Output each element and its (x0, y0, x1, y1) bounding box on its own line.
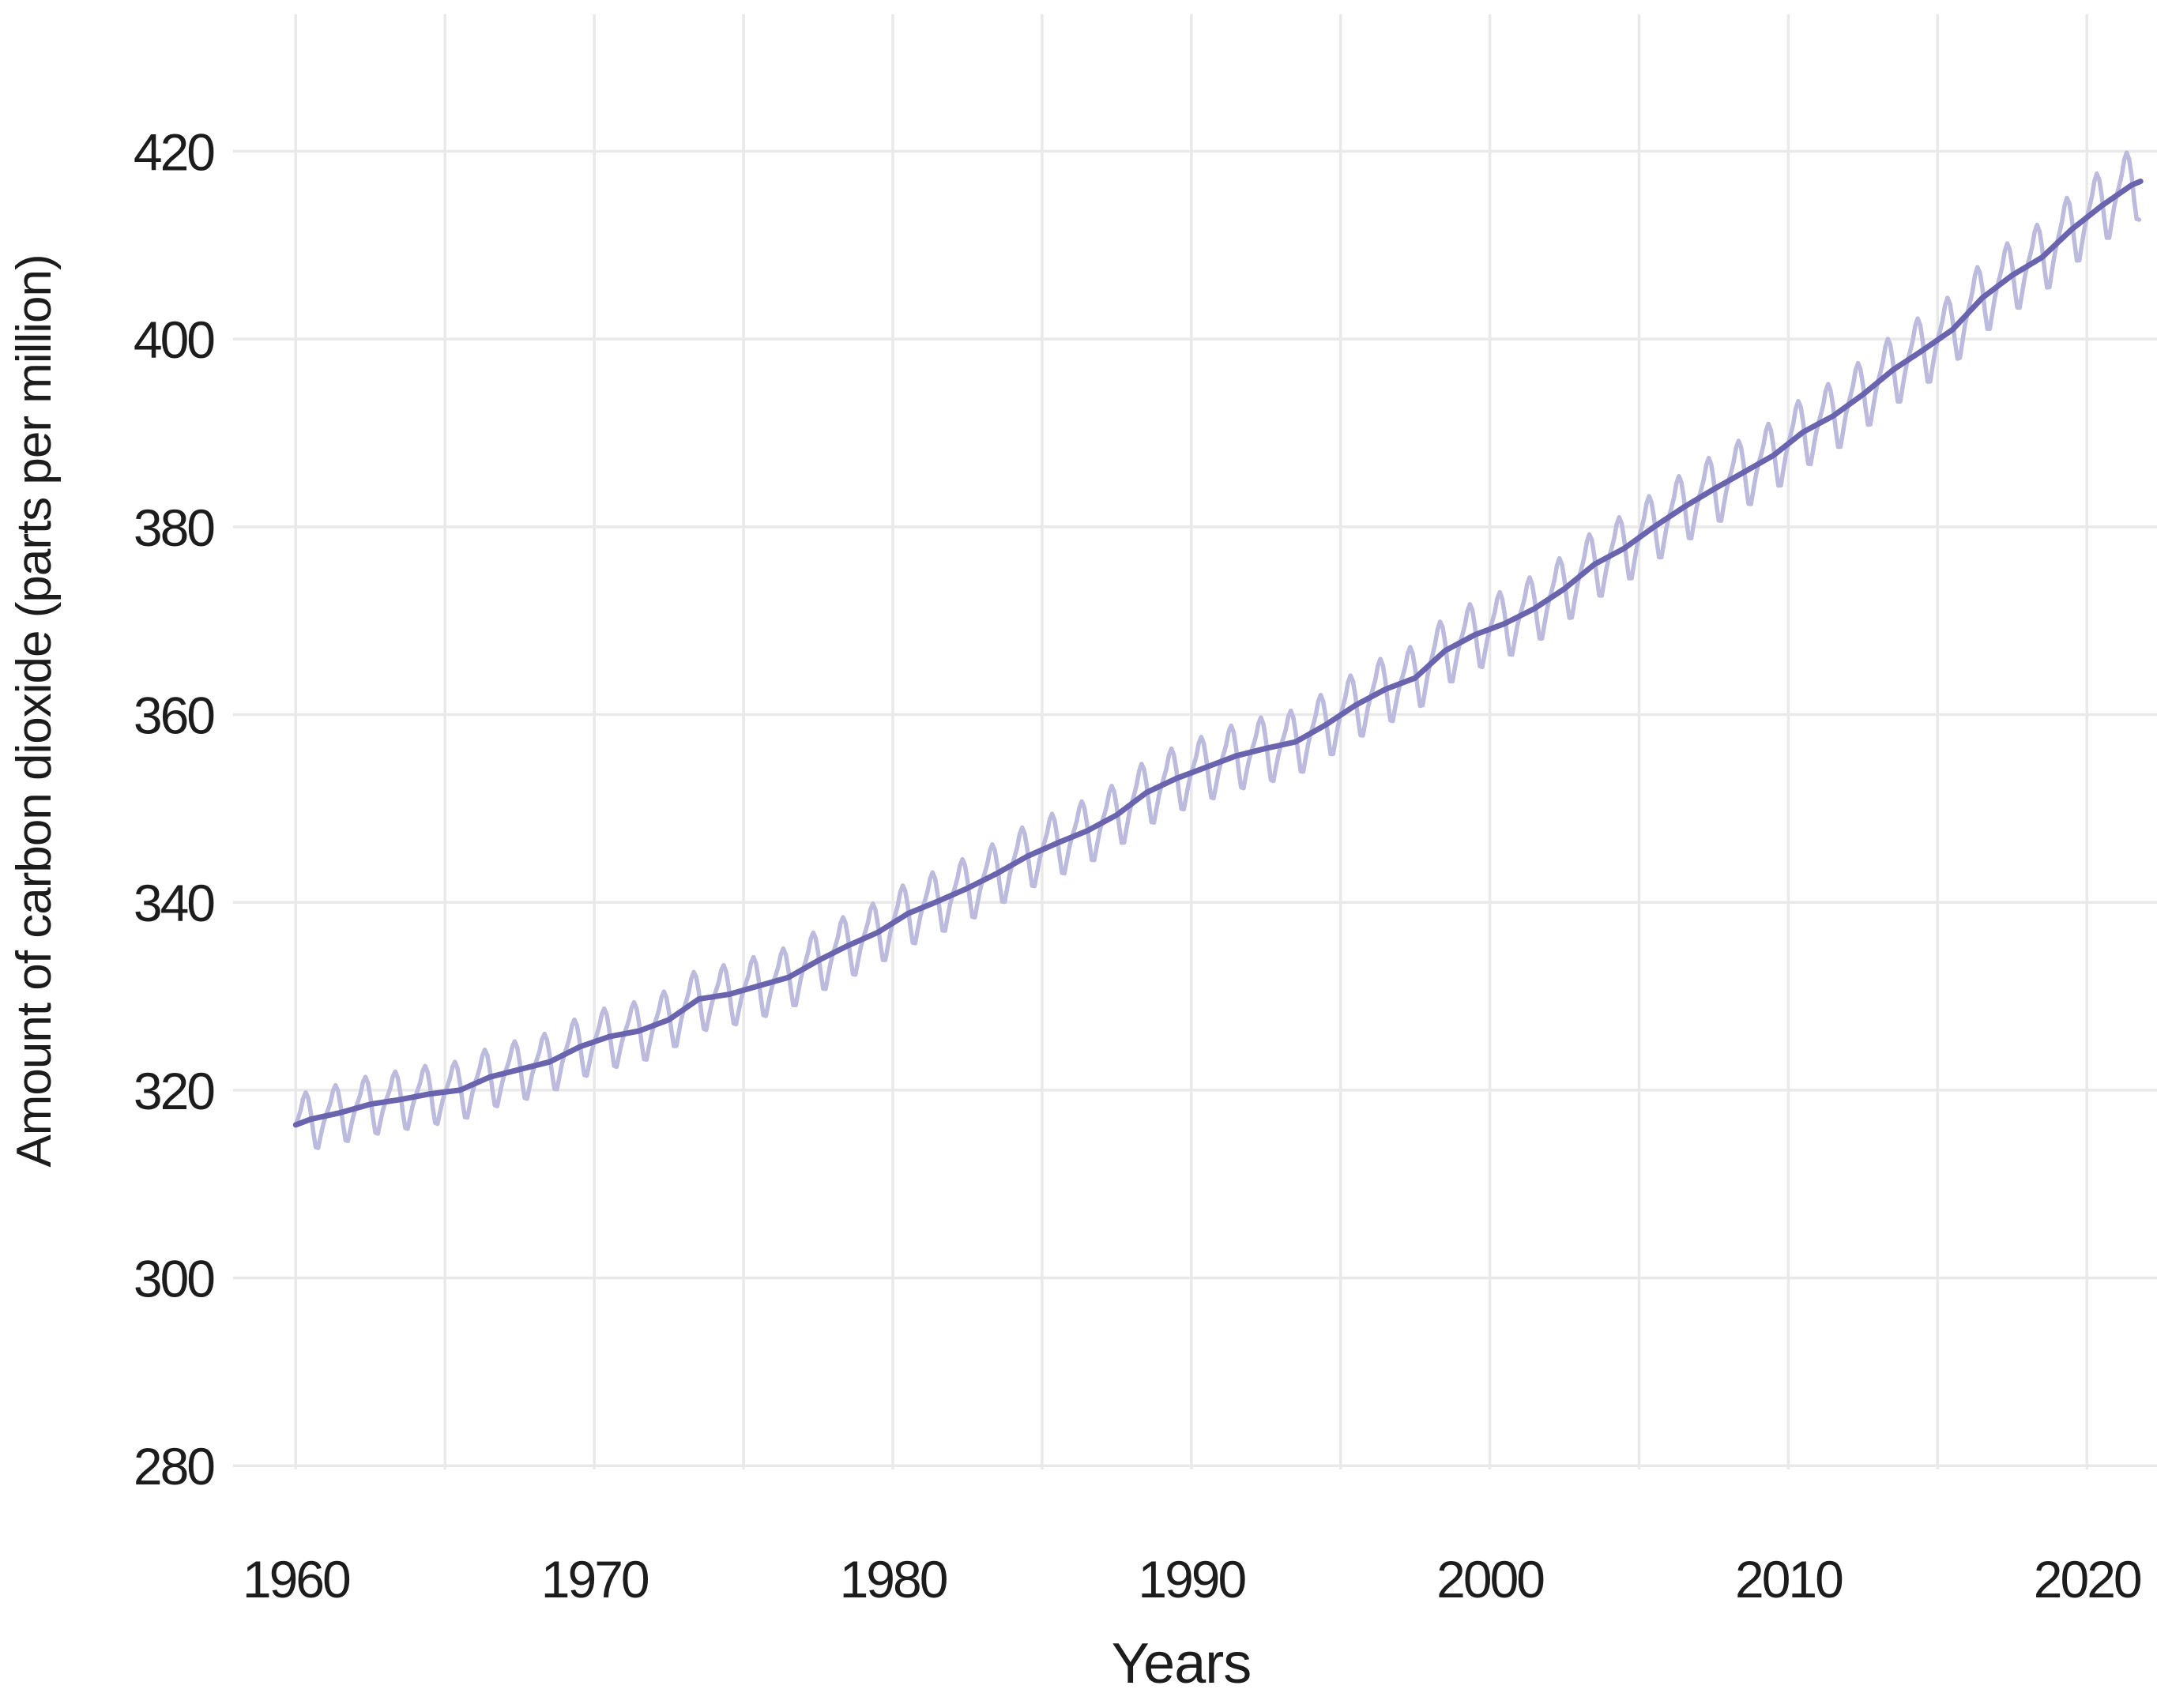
series-layer (292, 150, 2144, 1150)
y-tick-label: 420 (134, 123, 214, 182)
y-tick-label: 340 (134, 874, 214, 932)
gridlines-layer (233, 14, 2157, 1469)
y-tick-label: 380 (134, 498, 214, 557)
trend-co2-line (292, 179, 2144, 1128)
x-tick-label: 1970 (541, 1550, 649, 1608)
y-tick-label: 320 (134, 1062, 214, 1120)
y-tick-label: 400 (134, 310, 214, 369)
y-tick-label: 300 (134, 1250, 214, 1308)
x-tick-label: 2020 (2034, 1550, 2141, 1608)
x-tick-label: 1960 (243, 1550, 350, 1608)
x-axis-title: Years (1112, 1632, 1251, 1695)
x-tick-label: 2000 (1436, 1550, 1544, 1608)
x-tick-label: 1990 (1138, 1550, 1245, 1608)
x-tick-label: 1980 (840, 1550, 947, 1608)
y-tick-label: 280 (134, 1437, 214, 1495)
monthly-co2-line (293, 150, 2142, 1150)
tick-labels-layer: 280 300 320 340 360 380 400 420 1960 1970 1980 1990… (134, 123, 2144, 1609)
y-tick-label: 360 (134, 687, 214, 745)
x-tick-label: 2010 (1735, 1550, 1843, 1608)
y-axis-title: Amount of carbon dioxide (parts per mill… (7, 254, 62, 1167)
